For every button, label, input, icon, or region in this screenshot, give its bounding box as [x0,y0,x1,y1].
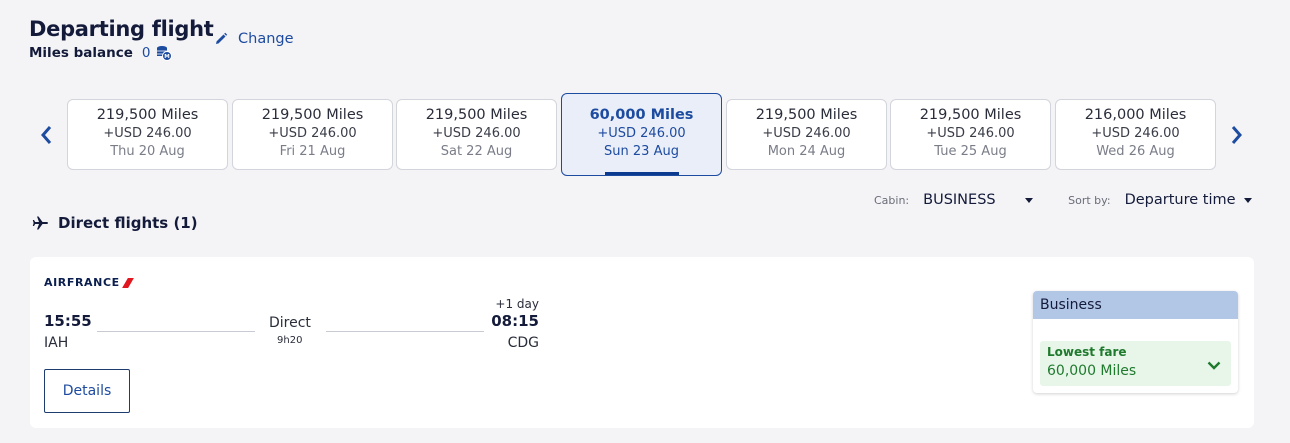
date-day: Sun 23 Aug [604,144,679,159]
caret-down-icon [1025,197,1034,203]
fare-cabin-header: Business [1033,291,1238,319]
date-miles: 219,500 Miles [261,107,364,123]
page-title: Departing flight [29,17,214,41]
pencil-icon [216,32,228,44]
cabin-label: Cabin: [874,193,910,207]
date-option-tue-25-aug[interactable]: 219,500 Miles +USD 246.00 Tue 25 Aug [890,99,1051,170]
route-line [97,331,255,332]
date-miles: 219,500 Miles [919,107,1022,123]
sort-label: Sort by: [1068,193,1111,207]
departure-time: 15:55 [44,312,92,330]
chevron-down-icon [1207,361,1221,370]
arrival-airport: CDG [507,335,539,351]
date-option-fri-21-aug[interactable]: 219,500 Miles +USD 246.00 Fri 21 Aug [232,99,393,170]
date-miles: 216,000 Miles [1084,107,1187,123]
airline-logo-slash-icon [121,277,134,288]
route-line [326,331,484,332]
date-miles: 219,500 Miles [425,107,528,123]
airline-name: AIRFRANCE [44,276,120,289]
date-day: Tue 25 Aug [934,144,1007,159]
date-usd: +USD 246.00 [103,126,192,141]
selected-indicator [605,172,679,175]
cabin-select[interactable]: BUSINESS [923,192,1034,208]
chevron-left-icon [41,126,52,144]
details-button[interactable]: Details [44,369,130,413]
date-option-mon-24-aug[interactable]: 219,500 Miles +USD 246.00 Mon 24 Aug [726,99,887,170]
date-day: Mon 24 Aug [767,144,846,159]
svg-text:M: M [165,54,170,60]
date-day: Wed 26 Aug [1096,144,1175,159]
stops: Direct [269,315,311,331]
caret-down-icon [1243,197,1252,203]
direct-flights-heading: Direct flights (1) [32,214,198,232]
date-option-thu-20-aug[interactable]: 219,500 Miles +USD 246.00 Thu 20 Aug [67,99,228,170]
previous-dates-button[interactable] [36,123,56,147]
miles-balance-label: Miles balance [29,45,133,61]
filters-bar: Cabin: BUSINESS Sort by: Departure time [874,192,1252,208]
airline-logo: AIRFRANCE [44,276,134,289]
date-option-sat-22-aug[interactable]: 219,500 Miles +USD 246.00 Sat 22 Aug [396,99,557,170]
chevron-right-icon [1231,126,1242,144]
duration: 9h20 [277,335,303,346]
date-usd: +USD 246.00 [597,126,686,141]
date-usd: +USD 246.00 [762,126,851,141]
date-day: Sat 22 Aug [440,144,513,159]
next-dates-button[interactable] [1227,123,1247,147]
fare-box-business: Business Lowest fare 60,000 Miles [1033,291,1238,393]
sort-select[interactable]: Departure time [1125,192,1252,208]
change-button[interactable]: Change [214,31,294,47]
miles-balance-value: 0 [141,45,151,61]
date-usd: +USD 246.00 [926,126,1015,141]
flight-result-card: AIRFRANCE 15:55 IAH Direct 9h20 +1 day 0… [30,257,1254,428]
arrival-time: 08:15 [491,312,539,330]
date-carousel: 219,500 Miles +USD 246.00 Thu 20 Aug 219… [0,93,1290,177]
date-option-sun-23-aug-selected[interactable]: 60,000 Miles +USD 246.00 Sun 23 Aug [561,93,722,176]
date-option-wed-26-aug[interactable]: 216,000 Miles +USD 246.00 Wed 26 Aug [1055,99,1216,170]
direct-flights-title: Direct flights (1) [58,214,198,232]
fare-tag: Lowest fare [1047,345,1127,359]
fare-price: 60,000 Miles [1047,363,1137,379]
change-label: Change [238,31,294,47]
sort-value: Departure time [1124,192,1236,208]
page-header: Departing flight Miles balance 0 M [29,17,214,61]
miles-coin-icon: M [156,45,173,61]
date-usd: +USD 246.00 [268,126,357,141]
date-miles: 60,000 Miles [589,107,694,123]
lowest-fare-option[interactable]: Lowest fare 60,000 Miles [1040,341,1231,386]
day-offset: +1 day [495,297,539,311]
cabin-value: BUSINESS [923,192,996,208]
date-miles: 219,500 Miles [755,107,858,123]
airplane-icon [32,216,48,230]
date-day: Thu 20 Aug [110,144,185,159]
departure-airport: IAH [44,335,69,351]
date-day: Fri 21 Aug [279,144,346,159]
date-usd: +USD 246.00 [1091,126,1180,141]
miles-balance: Miles balance 0 M [29,45,214,61]
date-usd: +USD 246.00 [432,126,521,141]
date-miles: 219,500 Miles [96,107,199,123]
